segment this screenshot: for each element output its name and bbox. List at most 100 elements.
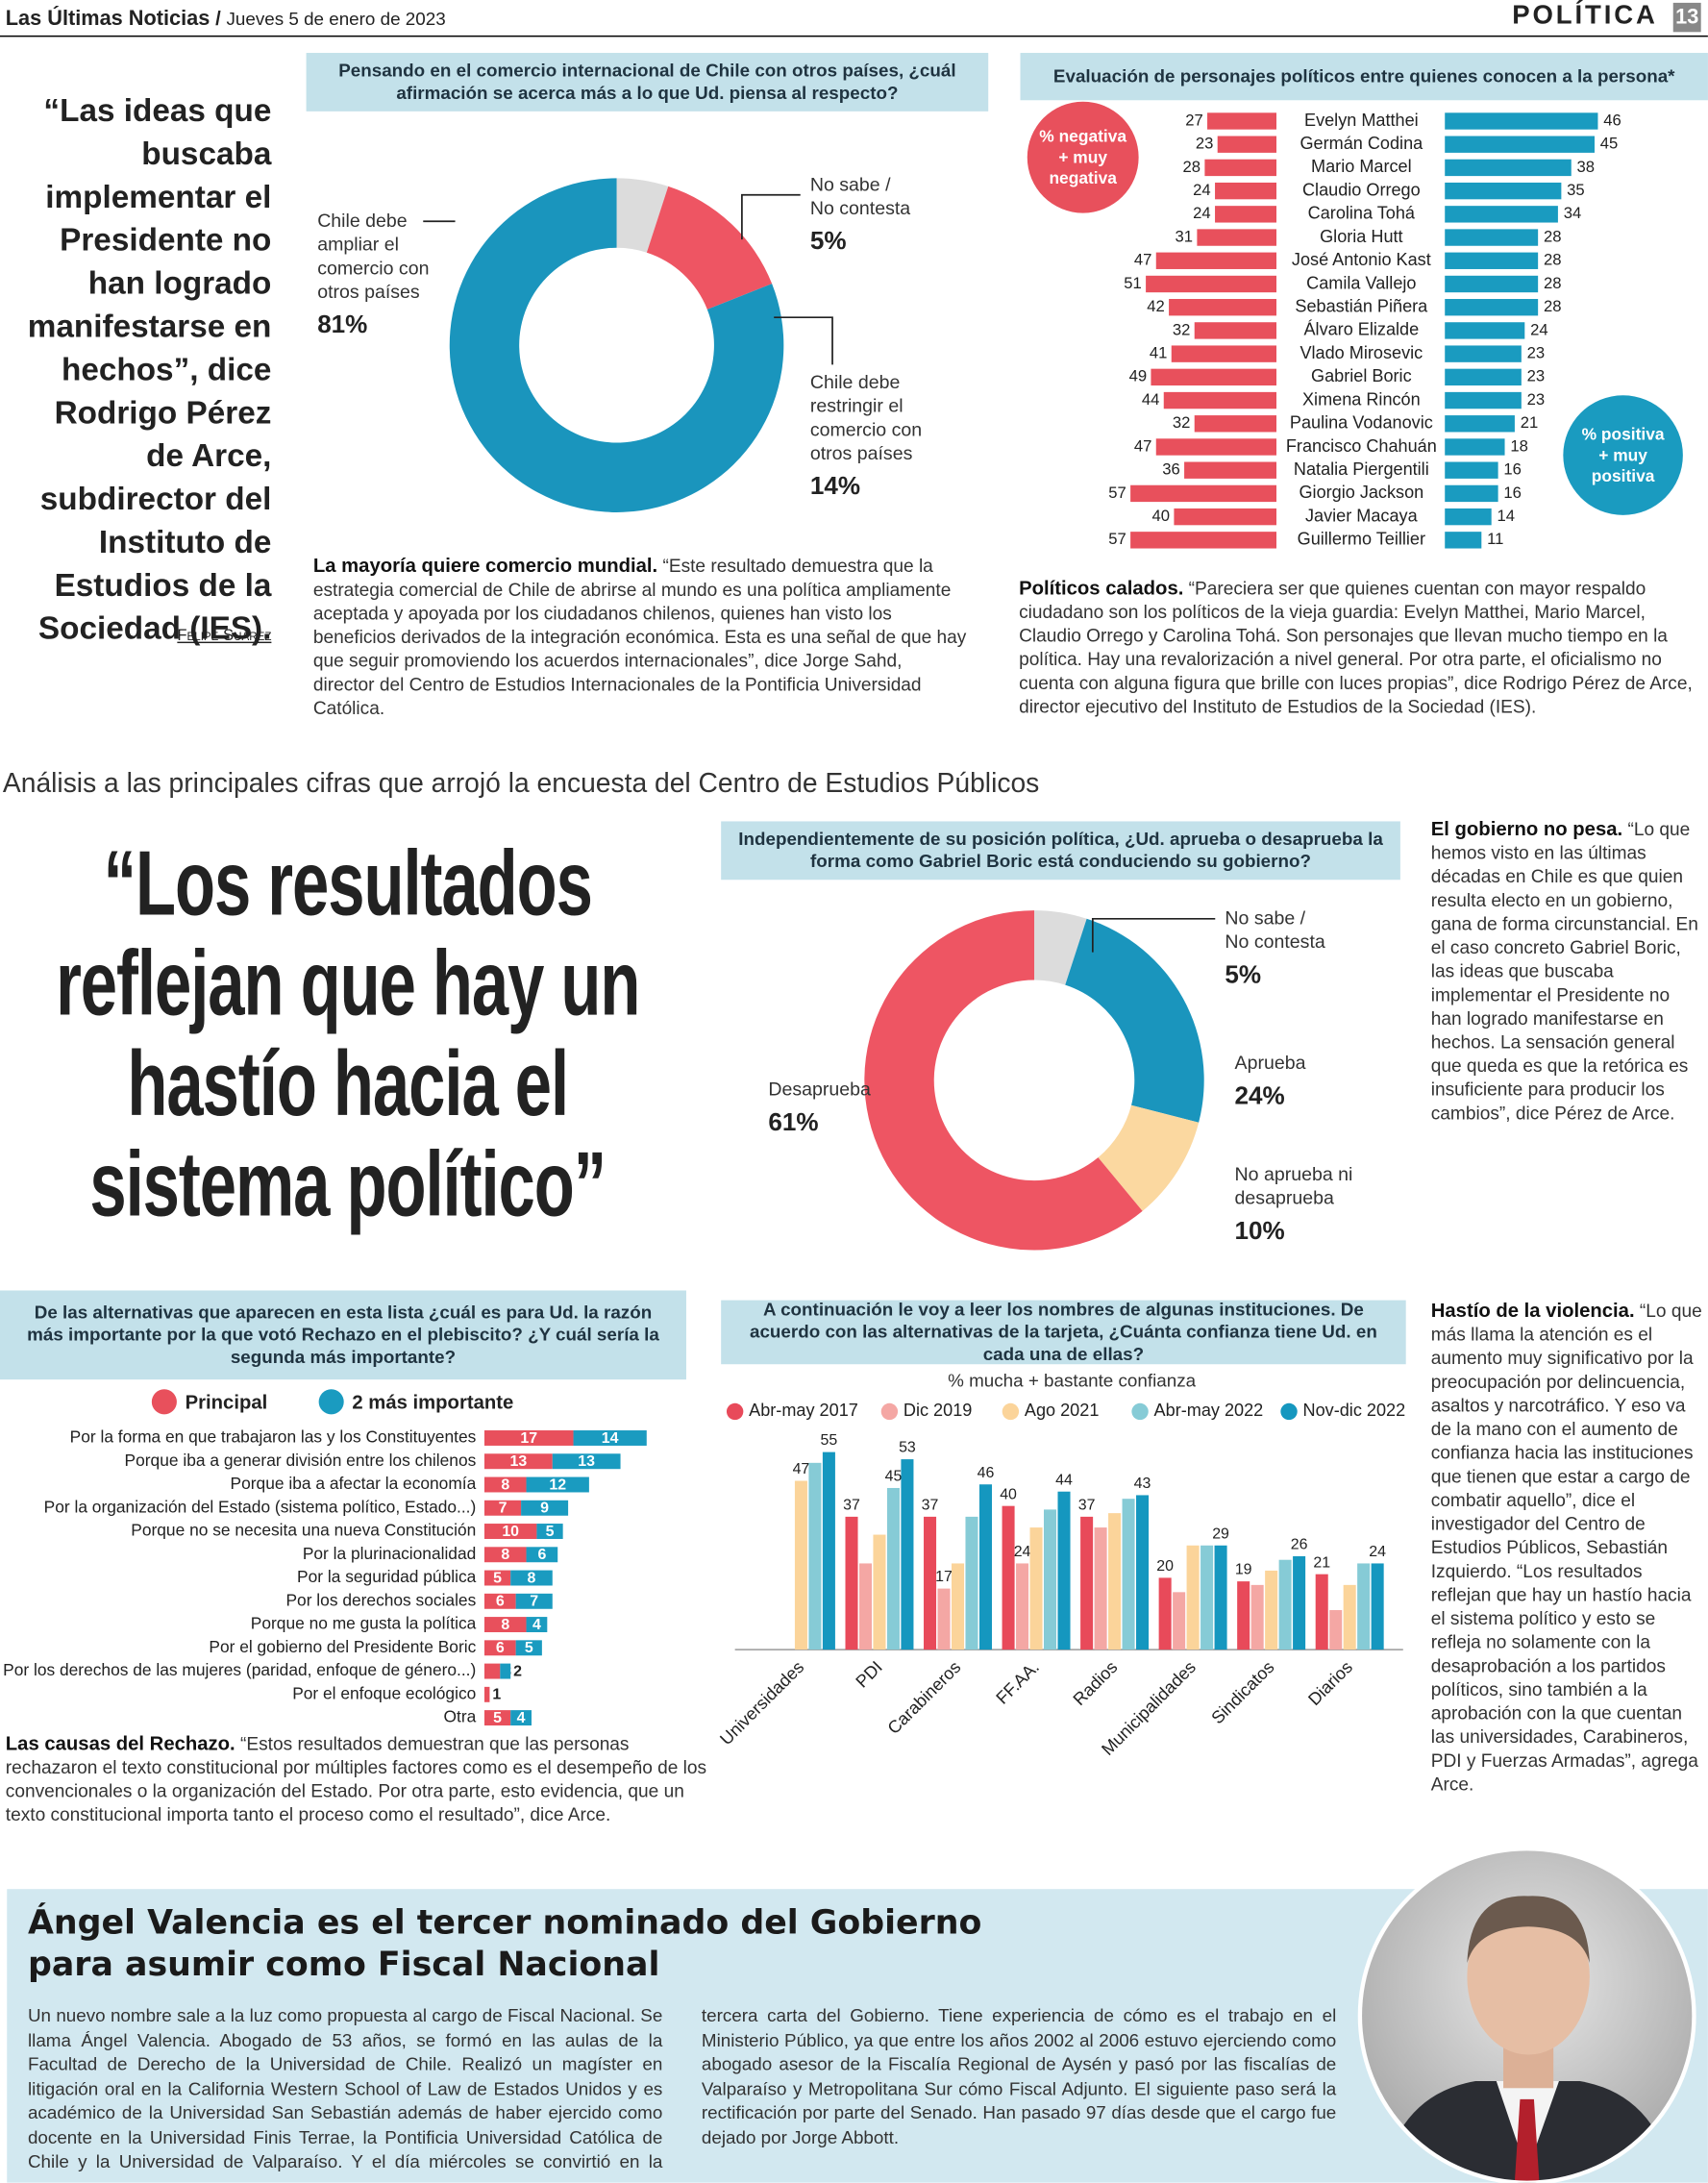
bar xyxy=(483,1640,516,1656)
bar xyxy=(1130,484,1276,503)
value-label: 47 xyxy=(1134,251,1152,269)
value-label: 26 xyxy=(1291,1537,1308,1553)
category-label: Germán Codina xyxy=(1300,134,1423,153)
legend-label: % positiva + muy positiva xyxy=(1578,410,1668,500)
bar xyxy=(1186,1545,1200,1650)
bar xyxy=(573,1430,647,1446)
value-label: 45 xyxy=(1600,135,1619,153)
leader-line xyxy=(774,316,833,365)
legend-swatch xyxy=(880,1402,899,1421)
bar xyxy=(1445,112,1598,130)
value-label: 47 xyxy=(793,1461,810,1477)
category-label: Chile debe restringir el comercio con ot… xyxy=(809,371,923,464)
bar xyxy=(978,1484,992,1650)
bar xyxy=(1445,229,1539,246)
newspaper-name: Las Últimas Noticias xyxy=(5,7,210,31)
category-label: Diarios xyxy=(1304,1657,1356,1709)
bar xyxy=(1265,1570,1278,1650)
category-label: Universidades xyxy=(716,1657,807,1749)
category-label: FF.AA. xyxy=(992,1657,1043,1708)
bar xyxy=(515,1640,542,1656)
value-label: 45 xyxy=(885,1469,903,1485)
category-label: Porque no me gusta la política xyxy=(251,1614,477,1633)
value-label: 6 xyxy=(537,1547,546,1563)
legend-swatch xyxy=(1027,101,1139,213)
bar xyxy=(794,1480,807,1650)
value-label: 5 xyxy=(525,1640,533,1656)
chart-title: De las alternativas que aparecen en esta… xyxy=(0,1290,686,1380)
category-label: PDI xyxy=(852,1657,885,1691)
value-label: 17 xyxy=(520,1430,537,1447)
legend-label: Nov-dic 2022 xyxy=(1302,1400,1406,1421)
legend-label: Principal xyxy=(185,1390,268,1413)
legend-text: % positiva + muy positiva xyxy=(1581,423,1665,485)
value-label: 28 xyxy=(1544,227,1562,245)
article-body: “Estos resultados demuestran que las per… xyxy=(5,1733,707,1825)
value-label: 14% xyxy=(809,471,861,500)
main-quote: “Los resultados reflejan que hay un hast… xyxy=(56,831,640,1235)
category-label: No sabe / No contesta xyxy=(1225,907,1325,953)
bar xyxy=(1445,322,1525,339)
value-label: 23 xyxy=(1527,390,1546,409)
bar xyxy=(483,1500,522,1516)
donut-segment xyxy=(1034,910,1087,985)
legend-label: Abr-may 2022 xyxy=(1153,1400,1264,1421)
value-label: 46 xyxy=(978,1465,995,1481)
category-label: Guillermo Teillier xyxy=(1298,530,1425,549)
value-label: 55 xyxy=(821,1432,838,1449)
article-body: “Lo que más llama la atención es el aume… xyxy=(1430,1300,1702,1795)
bar xyxy=(1293,1555,1306,1650)
masthead: Las Últimas Noticias / Jueves 5 de enero… xyxy=(6,7,446,31)
legend-swatch xyxy=(1131,1402,1149,1421)
category-label: Por los derechos sociales xyxy=(285,1590,476,1609)
bar xyxy=(1194,415,1276,433)
value-label: 24 xyxy=(1530,320,1548,338)
value-label: 53 xyxy=(899,1440,916,1456)
bar xyxy=(483,1547,527,1563)
value-label: 44 xyxy=(1142,390,1160,409)
category-label: Porque iba a afectar la economía xyxy=(231,1474,477,1493)
category-label: Por el gobierno del Presidente Boric xyxy=(209,1637,476,1656)
value-label: 28 xyxy=(1544,251,1562,269)
category-label: Natalia Piergentili xyxy=(1294,459,1429,479)
value-label: 40 xyxy=(1000,1486,1017,1502)
value-label: 35 xyxy=(1567,181,1585,199)
category-label: No sabe / No contesta xyxy=(809,174,911,219)
category-label: No aprueba ni desaprueba xyxy=(1234,1163,1353,1209)
value-label: 5% xyxy=(1225,960,1262,989)
bar xyxy=(937,1588,951,1650)
section-heading: Análisis a las principales cifras que ar… xyxy=(2,768,1040,800)
bar xyxy=(1169,299,1276,316)
category-label: Radios xyxy=(1070,1657,1122,1709)
bar xyxy=(1215,182,1276,200)
value-label: 6 xyxy=(496,1640,505,1656)
donut-label: No sabe / No contesta 5% xyxy=(1225,906,1333,990)
bar xyxy=(1445,461,1498,479)
value-label: 13 xyxy=(578,1453,595,1470)
value-label: 51 xyxy=(1124,274,1142,292)
value-label: 42 xyxy=(1147,297,1165,315)
donut-label: Chile debe ampliar el comercio con otros… xyxy=(317,209,442,339)
category-label: Carabineros xyxy=(884,1657,965,1738)
bar xyxy=(1163,391,1276,409)
bar xyxy=(1146,275,1276,293)
value-label: 47 xyxy=(1134,436,1152,455)
bar xyxy=(1445,368,1522,386)
bar xyxy=(483,1453,553,1470)
category-label: Por la plurinacionalidad xyxy=(303,1544,476,1563)
value-label: 5 xyxy=(546,1524,555,1540)
category-label: Aprueba xyxy=(1234,1052,1306,1074)
bar xyxy=(483,1663,501,1679)
bar xyxy=(1130,532,1276,549)
bar xyxy=(1445,391,1522,409)
bar xyxy=(1136,1495,1150,1650)
bar xyxy=(552,1453,621,1470)
article: Hastío de la violencia. “Lo que más llam… xyxy=(1431,1299,1705,1796)
bar xyxy=(1194,322,1276,339)
category-label: Javier Macaya xyxy=(1305,506,1419,525)
bar xyxy=(483,1686,490,1702)
article-body: “Pareciera ser que quienes cuentan con m… xyxy=(1019,578,1693,717)
value-label: 32 xyxy=(1173,320,1191,338)
bar xyxy=(1445,299,1539,316)
bar xyxy=(1080,1516,1094,1650)
